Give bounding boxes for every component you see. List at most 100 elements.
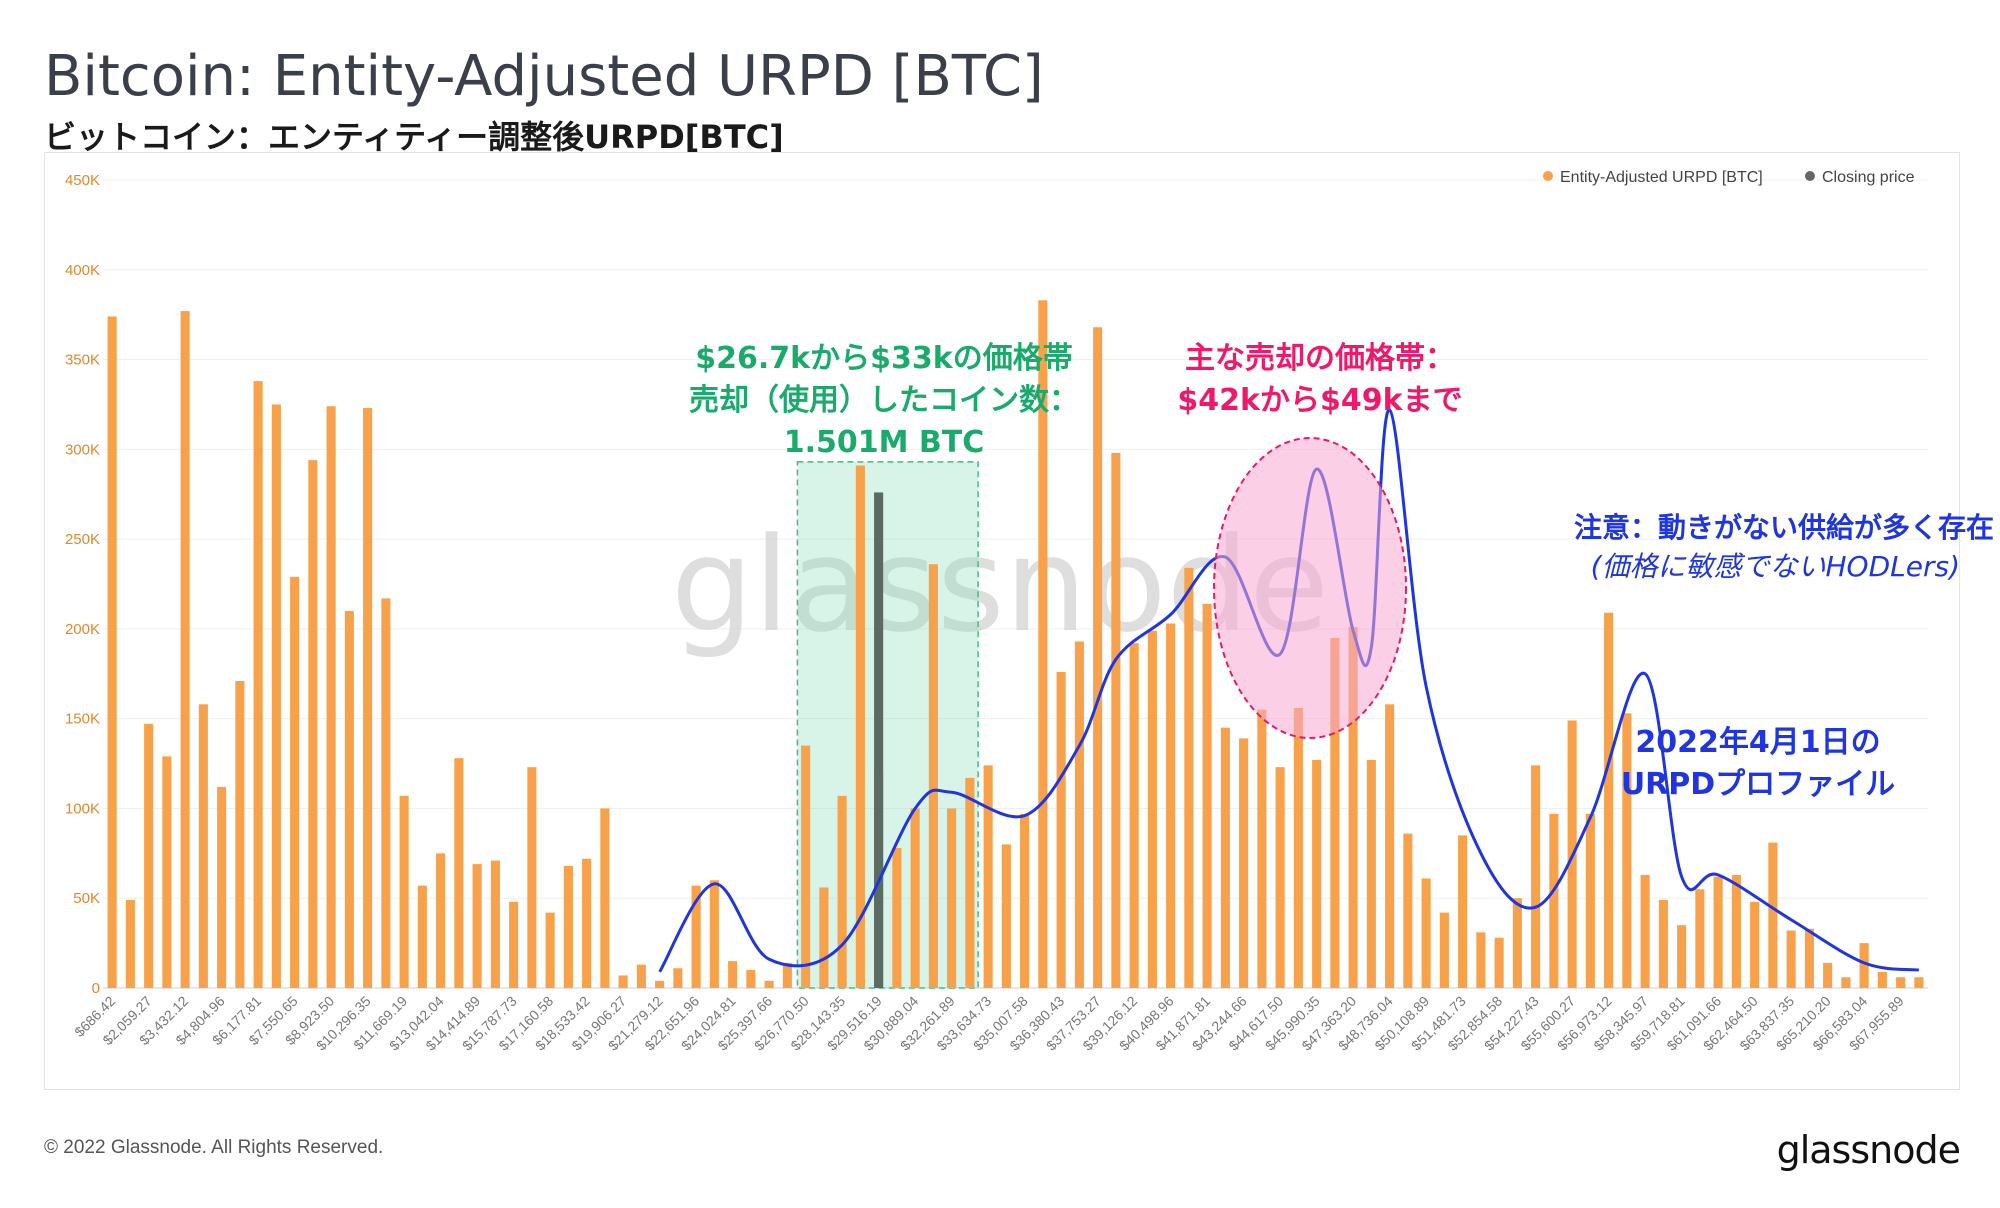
urpd-bar	[472, 864, 482, 988]
urpd-bar	[290, 576, 300, 988]
urpd-bar	[801, 745, 811, 988]
urpd-bar	[1147, 630, 1157, 988]
urpd-bar	[399, 795, 409, 988]
urpd-bar	[1184, 567, 1194, 988]
y-tick-label: 400K	[65, 262, 100, 279]
urpd-bar	[326, 406, 336, 988]
urpd-bar	[1111, 452, 1121, 988]
urpd-bar	[1695, 889, 1705, 988]
urpd-bar	[709, 880, 719, 988]
copyright-footer: © 2022 Glassnode. All Rights Reserved.	[44, 1137, 384, 1158]
legend: Entity-Adjusted URPD [BTC] Closing price	[1543, 169, 1915, 186]
annotation-blue-profile-line2: URPDプロファイル	[1621, 767, 1895, 802]
urpd-bar	[892, 847, 902, 988]
urpd-bar	[381, 598, 391, 988]
urpd-bar	[1257, 709, 1267, 988]
urpd-bar	[1439, 912, 1449, 988]
urpd-bar	[1494, 937, 1504, 988]
urpd-bar	[928, 564, 938, 988]
y-tick-label: 0	[92, 980, 100, 997]
urpd-bar	[1020, 813, 1030, 988]
page-subtitle: ビットコイン：エンティティー調整後URPD[BTC]	[44, 118, 784, 156]
urpd-bar	[1731, 874, 1741, 988]
brand-logo: glassnode	[1776, 1128, 1961, 1172]
urpd-bar	[764, 980, 774, 988]
urpd-bar	[1622, 713, 1632, 988]
urpd-bar	[636, 964, 646, 988]
annotation-blue-note-line1: 注意：動きがない供給が多く存在	[1574, 511, 1994, 544]
urpd-bar	[417, 885, 427, 988]
urpd-bar	[180, 311, 190, 988]
annotation-green-line1: $26.7kから$33kの価格帯	[695, 341, 1072, 376]
annotation-green-line3: 1.501M BTC	[784, 425, 985, 460]
x-axis: $686.42$2,059.27$3,432.12$4,804.96$6,177…	[71, 993, 1907, 1054]
urpd-bar	[983, 765, 993, 988]
urpd-bar	[162, 756, 172, 988]
urpd-bar	[1074, 641, 1084, 988]
urpd-bar	[1585, 813, 1595, 988]
urpd-bar	[1713, 876, 1723, 988]
urpd-bar	[1129, 643, 1139, 988]
urpd-bar	[1166, 623, 1176, 988]
urpd-bar	[691, 885, 701, 988]
annotation-blue-note-line2: (価格に敏感でないHODLers)	[1591, 550, 1960, 583]
urpd-bar	[363, 408, 373, 989]
y-tick-label: 150K	[65, 711, 100, 728]
urpd-bar	[947, 808, 957, 988]
urpd-bar	[1293, 707, 1303, 988]
urpd-bar	[1001, 844, 1011, 988]
urpd-bar	[1403, 833, 1413, 988]
urpd-bar	[1385, 704, 1395, 988]
urpd-bar	[819, 887, 829, 988]
annotation-blue-profile: 2022年4月1日の URPDプロファイル	[1621, 725, 1895, 802]
urpd-bar	[1804, 928, 1814, 988]
urpd-bar	[1640, 874, 1650, 988]
legend-marker-urpd	[1543, 171, 1553, 181]
urpd-bar	[1348, 627, 1358, 988]
annotation-pink-line1: 主な売却の価格帯：	[1185, 341, 1455, 376]
urpd-bar	[746, 970, 756, 988]
urpd-bar	[1896, 977, 1906, 988]
urpd-bar	[1202, 603, 1212, 988]
urpd-bar	[107, 316, 117, 988]
annotation-green: $26.7kから$33kの価格帯 売却（使用）したコイン数： 1.501M BT…	[689, 341, 1079, 460]
urpd-bar	[1531, 765, 1541, 988]
y-tick-label: 450K	[65, 172, 100, 189]
annotation-green-line2: 売却（使用）したコイン数：	[689, 383, 1079, 418]
urpd-bar	[1841, 977, 1851, 988]
urpd-bar	[198, 704, 208, 988]
urpd-bar	[600, 808, 610, 988]
chart-frame	[44, 152, 1960, 1090]
urpd-bar	[1677, 925, 1687, 988]
bars	[107, 300, 1924, 989]
annotation-blue-note: 注意：動きがない供給が多く存在 (価格に敏感でないHODLers)	[1574, 511, 1994, 583]
urpd-bar	[545, 912, 555, 988]
urpd-bar	[782, 962, 792, 988]
y-tick-label: 300K	[65, 441, 100, 458]
urpd-bar	[1768, 842, 1778, 988]
urpd-bar	[728, 961, 738, 988]
urpd-bar	[527, 767, 537, 988]
urpd-bar	[1914, 977, 1924, 988]
annotation-blue-profile-line1: 2022年4月1日の	[1635, 725, 1880, 760]
urpd-bar	[563, 865, 573, 988]
y-axis: 0 50K 100K 150K 200K 250K 300K 350K 400K 450K	[65, 172, 100, 997]
urpd-bar	[655, 980, 665, 988]
urpd-bar	[253, 381, 263, 988]
urpd-bar	[217, 786, 227, 988]
urpd-bar	[1549, 813, 1559, 988]
urpd-bar	[618, 975, 628, 988]
urpd-bar	[454, 758, 464, 988]
urpd-bar	[1604, 612, 1614, 988]
urpd-bar	[1512, 898, 1522, 988]
urpd-bar	[144, 724, 154, 988]
urpd-bar	[1330, 637, 1340, 988]
urpd-bar	[125, 900, 135, 988]
urpd-bar	[1658, 900, 1668, 988]
urpd-bar	[1239, 738, 1249, 988]
urpd-bar	[1312, 759, 1322, 988]
urpd-bar	[1056, 671, 1066, 988]
urpd-bar	[1476, 932, 1486, 988]
y-tick-label: 50K	[73, 890, 100, 907]
